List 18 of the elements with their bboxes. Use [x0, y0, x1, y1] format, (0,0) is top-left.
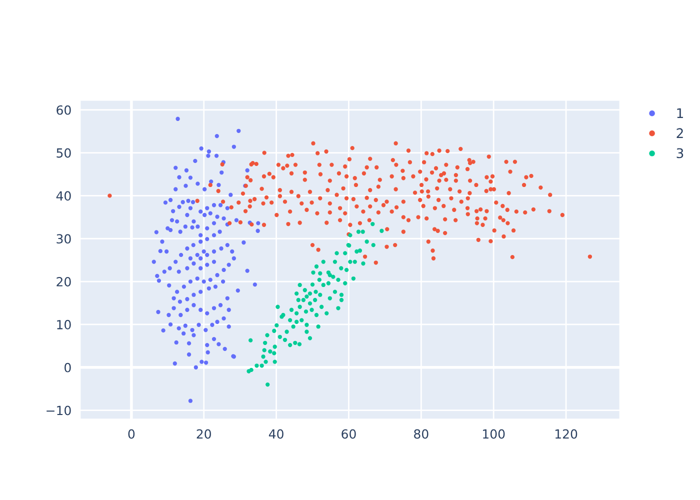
y-tick-label: 20 — [56, 277, 71, 286]
x-tick-label: 20 — [196, 429, 211, 439]
legend-label: 3 — [676, 148, 684, 158]
y-tick-label: −10 — [46, 406, 71, 416]
x-tick-label: 120 — [555, 429, 578, 439]
x-tick-label: 0 — [128, 429, 135, 439]
y-tick-label: 40 — [56, 191, 71, 201]
legend-label: 1 — [677, 108, 683, 118]
y-tick-label: 50 — [56, 148, 71, 158]
y-tick-label: 10 — [57, 320, 71, 330]
x-tick-label: 100 — [483, 429, 505, 439]
x-tick-label: 80 — [414, 429, 428, 439]
y-tick-label: 60 — [56, 105, 71, 115]
x-tick-label: 60 — [342, 429, 356, 439]
y-tick-label: 0 — [64, 362, 71, 372]
legend-label: 2 — [676, 128, 683, 138]
y-tick-label: 30 — [56, 234, 71, 244]
x-tick-label: 40 — [268, 429, 284, 439]
